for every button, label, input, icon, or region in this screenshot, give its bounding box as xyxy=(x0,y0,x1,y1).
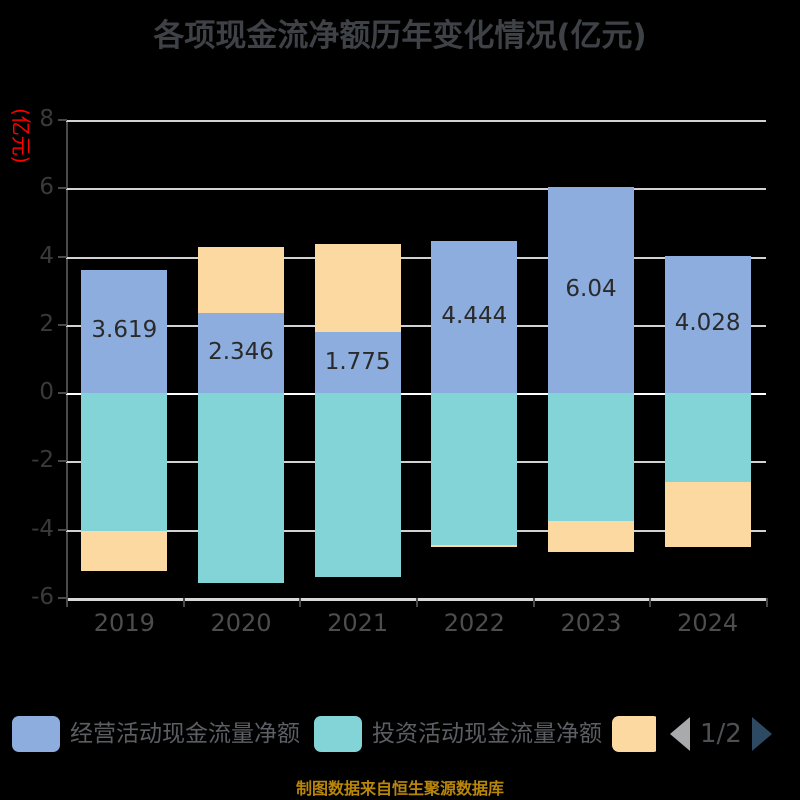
pager-prev-icon[interactable] xyxy=(670,717,690,751)
x-tick-label-2020: 2020 xyxy=(210,609,272,637)
y-tick-mark--2 xyxy=(58,460,67,463)
y-tick-mark-8 xyxy=(58,119,67,121)
pager-count-label: 1/2 xyxy=(700,719,742,749)
footer-note: 制图数据来自恒生聚源数据库 xyxy=(295,779,504,798)
gridline-6 xyxy=(66,188,766,191)
legend-item-financing[interactable] xyxy=(612,706,656,762)
bar-segment-financing-negative-2022[interactable] xyxy=(431,544,518,547)
x-tick-mark xyxy=(66,598,68,607)
bar-group-2023[interactable] xyxy=(548,120,634,598)
gridline--2 xyxy=(66,461,766,464)
y-tick-label: -6 xyxy=(31,583,54,610)
x-tick-mark xyxy=(182,598,185,607)
y-tick-label: 4 xyxy=(39,242,54,269)
bar-segment-operating-2019[interactable] xyxy=(81,269,168,393)
bar-segment-investing-2019[interactable] xyxy=(81,393,168,531)
bar-segment-investing-2023[interactable] xyxy=(548,393,634,521)
legend-label-operating: 经营活动现金流量净额 xyxy=(70,720,300,747)
x-tick-mark xyxy=(649,598,652,607)
page-title: 各项现金流净额历年变化情况(亿元) xyxy=(153,18,647,54)
gridline-8 xyxy=(66,120,766,122)
gridline-4 xyxy=(66,256,766,259)
y-tick-mark-6 xyxy=(58,187,67,190)
legend-item-investing[interactable]: 投资活动现金流量净额 xyxy=(314,706,602,762)
y-tick-label: 8 xyxy=(39,106,54,132)
bar-segment-investing-2021[interactable] xyxy=(314,393,401,577)
y-tick-label: 6 xyxy=(39,174,54,201)
x-tick-label-2023: 2023 xyxy=(560,609,622,637)
bar-group-2019[interactable] xyxy=(81,120,168,598)
y-tick-label: -2 xyxy=(31,447,54,474)
x-tick-mark xyxy=(416,598,418,607)
bar-segment-investing-2022[interactable] xyxy=(431,393,518,545)
x-tick-label-2022: 2022 xyxy=(443,609,505,637)
gridline-0 xyxy=(66,393,766,395)
y-tick-mark-2 xyxy=(58,323,67,326)
y-tick-label: 2 xyxy=(39,310,54,337)
chart-legend: 经营活动现金流量净额 投资活动现金流量净额 1/2 xyxy=(0,706,800,762)
bar-group-2020[interactable] xyxy=(198,120,284,598)
bar-segment-financing-negative-2023[interactable] xyxy=(548,520,634,552)
bar-segment-operating-2023[interactable] xyxy=(548,186,634,393)
bar-group-2022[interactable] xyxy=(431,120,518,598)
x-tick-mark xyxy=(299,598,302,607)
bar-segment-operating-2022[interactable] xyxy=(431,241,518,393)
y-axis-spine xyxy=(66,120,68,600)
pager-next-icon[interactable] xyxy=(751,717,772,751)
y-tick-mark-4 xyxy=(58,255,67,258)
y-tick-mark--4 xyxy=(58,528,67,531)
bar-segment-financing-negative-2024[interactable] xyxy=(664,481,751,547)
legend-swatch-investing xyxy=(314,716,362,752)
bar-segment-operating-2020[interactable] xyxy=(198,312,284,393)
bar-segment-investing-2020[interactable] xyxy=(198,393,284,584)
x-tick-label-2021: 2021 xyxy=(327,609,389,637)
bar-segment-investing-2024[interactable] xyxy=(664,393,751,482)
legend-swatch-financing xyxy=(612,716,656,752)
bar-group-2024[interactable] xyxy=(664,120,751,598)
y-tick-mark-0 xyxy=(58,392,67,394)
gridline--4 xyxy=(66,529,766,532)
bar-segment-financing-positive-2020[interactable] xyxy=(198,246,284,313)
bar-segment-financing-negative-2019[interactable] xyxy=(81,530,168,572)
y-tick-mark--6 xyxy=(58,596,67,599)
bar-segment-financing-positive-2021[interactable] xyxy=(314,243,401,333)
y-tick-label: 0 xyxy=(39,379,54,405)
legend-item-operating[interactable]: 经营活动现金流量净额 xyxy=(12,706,300,762)
bar-segment-operating-2021[interactable] xyxy=(314,332,401,393)
chart-plot-area xyxy=(66,120,766,600)
x-tick-mark xyxy=(766,598,768,607)
x-tick-label-2019: 2019 xyxy=(93,609,155,637)
x-tick-mark xyxy=(532,598,535,607)
y-tick-label: -4 xyxy=(31,515,54,542)
legend-label-investing: 投资活动现金流量净额 xyxy=(372,720,602,747)
bar-group-2021[interactable] xyxy=(314,120,401,598)
gridline-2 xyxy=(66,324,766,327)
x-tick-label-2024: 2024 xyxy=(677,609,739,637)
legend-swatch-operating xyxy=(12,716,60,752)
legend-pager: 1/2 xyxy=(670,717,772,751)
bar-segment-operating-2024[interactable] xyxy=(664,255,751,393)
